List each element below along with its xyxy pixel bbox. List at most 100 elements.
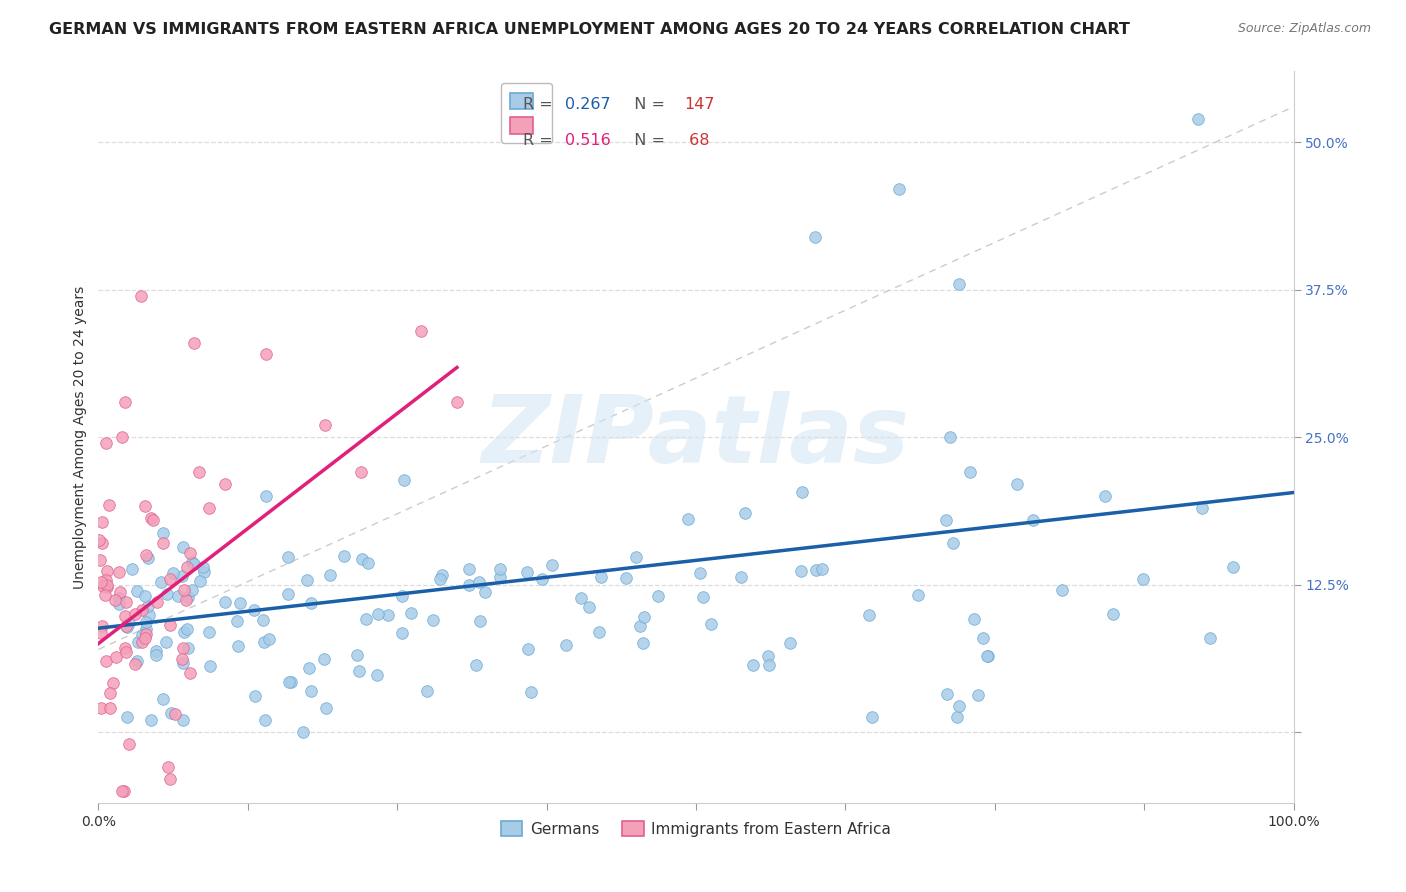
Point (112, 784, 135, 798)
Point (354, 612, 377, 626)
Point (155, 634, 177, 648)
Point (804, 229, 827, 244)
Point (176, 590, 198, 604)
Point (366, 668, 388, 682)
Point (907, 588, 929, 602)
Point (134, 625, 156, 640)
Point (127, 635, 149, 649)
Point (91, 515, 114, 529)
Point (159, 572, 181, 586)
Point (464, 658, 486, 673)
Point (190, 574, 212, 588)
Text: R =: R = (523, 96, 558, 112)
Point (531, 572, 554, 586)
Point (96, 564, 118, 578)
Point (689, 566, 711, 581)
Point (470, 614, 492, 628)
Point (160, 706, 183, 721)
Point (129, 288, 152, 302)
Point (98, 685, 121, 699)
Point (89, 533, 111, 547)
Point (146, 594, 169, 608)
Point (692, 591, 714, 605)
Point (790, 564, 813, 578)
Point (183, 557, 205, 571)
Point (516, 566, 538, 580)
Point (1022, 513, 1045, 527)
Point (252, 613, 274, 627)
Point (779, 636, 801, 650)
Point (299, 683, 322, 698)
Text: N =: N = (624, 96, 671, 112)
Point (474, 584, 496, 599)
Point (214, 595, 236, 609)
Point (734, 506, 756, 520)
Point (942, 536, 965, 550)
Point (936, 687, 959, 701)
Point (429, 572, 451, 586)
Point (225, 615, 247, 629)
Point (94, 573, 117, 587)
Point (197, 500, 219, 515)
Point (278, 675, 301, 690)
Point (312, 651, 335, 665)
Point (399, 606, 422, 620)
Text: 68: 68 (685, 133, 710, 148)
Point (115, 594, 138, 608)
Point (347, 664, 370, 678)
Point (228, 596, 250, 610)
Point (446, 394, 468, 409)
Point (118, 615, 141, 630)
Point (633, 609, 655, 624)
Point (162, 566, 184, 580)
Point (131, 628, 153, 642)
Point (172, 656, 194, 670)
Point (152, 692, 174, 706)
Point (468, 574, 491, 589)
Point (89, 553, 111, 567)
Point (626, 550, 648, 565)
Point (170, 568, 193, 582)
Point (591, 569, 613, 583)
Point (1005, 477, 1028, 491)
Point (962, 612, 984, 626)
Text: R =: R = (523, 133, 558, 148)
Point (181, 555, 204, 569)
Point (1199, 631, 1222, 645)
Point (350, 466, 373, 480)
Point (315, 418, 337, 433)
Point (541, 558, 564, 573)
Point (131, 635, 153, 649)
Point (152, 526, 174, 541)
Point (214, 477, 236, 491)
Point (391, 589, 413, 603)
Point (647, 589, 669, 603)
Point (104, 650, 127, 665)
Point (489, 569, 512, 583)
Point (555, 638, 578, 652)
Point (254, 347, 277, 361)
Point (1050, 583, 1073, 598)
Point (811, 562, 834, 576)
Point (90, 626, 112, 640)
Point (111, 784, 134, 798)
Point (121, 562, 143, 576)
Point (90, 575, 112, 590)
Text: 0.267: 0.267 (565, 96, 610, 112)
Point (319, 568, 342, 582)
Point (163, 706, 186, 721)
Point (179, 666, 201, 681)
Point (91, 619, 114, 633)
Point (96, 580, 118, 594)
Point (516, 642, 538, 657)
Y-axis label: Unemployment Among Ages 20 to 24 years: Unemployment Among Ages 20 to 24 years (73, 285, 87, 589)
Point (145, 644, 167, 658)
Text: ZIPatlas: ZIPatlas (482, 391, 910, 483)
Point (111, 430, 134, 444)
Text: 147: 147 (685, 96, 714, 112)
Point (131, 603, 153, 617)
Point (136, 551, 159, 566)
Point (152, 536, 174, 550)
Point (145, 648, 167, 662)
Point (332, 549, 354, 564)
